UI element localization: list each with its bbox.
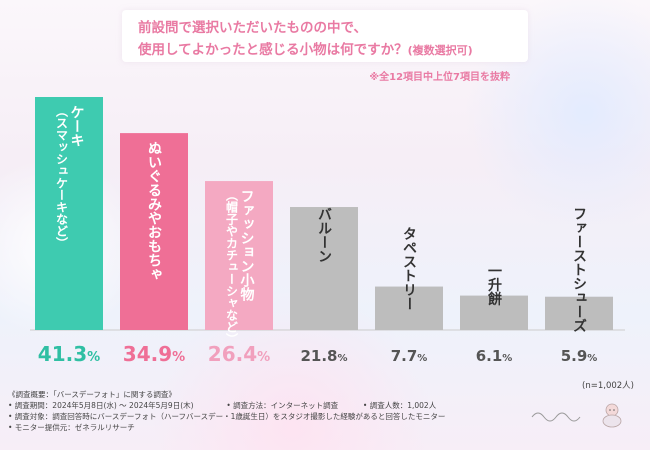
brand-logo-mark <box>531 412 581 422</box>
category-label-0: ケーキ <box>69 105 85 147</box>
bar-4 <box>375 286 443 330</box>
baby-illustration-icon <box>602 403 622 428</box>
footer-target: • 調査対象：調査回答時にバースデーフォト（ハーフバースデー・1歳誕生日）をスタ… <box>8 412 446 421</box>
category-label-0: （スマッシュケーキなど） <box>55 105 69 249</box>
category-label-2: ファッション小物 <box>239 189 255 302</box>
question-line-1: 前設問で選択いただいたものの中で、 <box>138 20 367 36</box>
chart-note: ※全12項目中上位7項目を抜粋 <box>369 72 510 83</box>
footer-count: • 調査人数：1,002人 <box>362 401 437 410</box>
question-line-2: 使用してよかったと感じる小物は何ですか？(複数選択可) <box>138 38 473 58</box>
bar-0 <box>35 97 103 330</box>
value-label-4: 7.7% <box>391 347 428 365</box>
sample-size: (n=1,002人) <box>582 381 634 391</box>
footer-provider: • モニター提供元：ゼネラルリサーチ <box>8 423 135 432</box>
category-label-6: ファーストシューズ <box>571 207 587 333</box>
category-label-5: 一升餅 <box>486 264 503 307</box>
question-suffix: (複数選択可) <box>407 44 473 57</box>
category-label-3: バルーン <box>316 207 332 263</box>
question-text: 使用してよかったと感じる小物は何ですか？ <box>138 42 408 58</box>
footer-title: 《調査概要：「バースデーフォト」に関する調査》 <box>8 390 176 399</box>
footer-method: • 調査方法：インターネット調査 <box>226 401 339 410</box>
bar-3 <box>290 207 358 330</box>
value-label-6: 5.9% <box>561 347 598 365</box>
question-box: 前設問で選択いただいたものの中で、 使用してよかったと感じる小物は何ですか？(複… <box>122 10 528 62</box>
bar-6 <box>545 296 613 330</box>
category-label-4: タペストリー <box>401 227 417 311</box>
value-label-0: 41.3% <box>38 342 100 366</box>
bar-2 <box>205 181 273 330</box>
bar-5 <box>460 295 528 330</box>
category-label-1: ぬいぐるみやおもちゃ <box>146 141 162 281</box>
value-label-2: 26.4% <box>208 342 270 366</box>
footer-row: • 調査期間：2024年5月8日(水) ～ 2024年5月9日(木) • 調査方… <box>8 400 445 411</box>
survey-footer: 《調査概要：「バースデーフォト」に関する調査》 • 調査期間：2024年5月8日… <box>8 389 445 433</box>
value-label-1: 34.9% <box>123 342 185 366</box>
footer-period: • 調査期間：2024年5月8日(水) ～ 2024年5月9日(木) <box>8 401 194 410</box>
category-label-2: （帽子やカチューシャなど） <box>225 189 239 345</box>
bar-1 <box>120 133 188 330</box>
value-label-5: 6.1% <box>476 347 513 365</box>
bar-chart: ケーキ（スマッシュケーキなど） 41.3% ぬいぐるみやおもちゃ 34.9% ファッショ… <box>30 97 625 366</box>
brand-logo <box>528 405 588 423</box>
value-label-3: 21.8% <box>300 347 347 365</box>
